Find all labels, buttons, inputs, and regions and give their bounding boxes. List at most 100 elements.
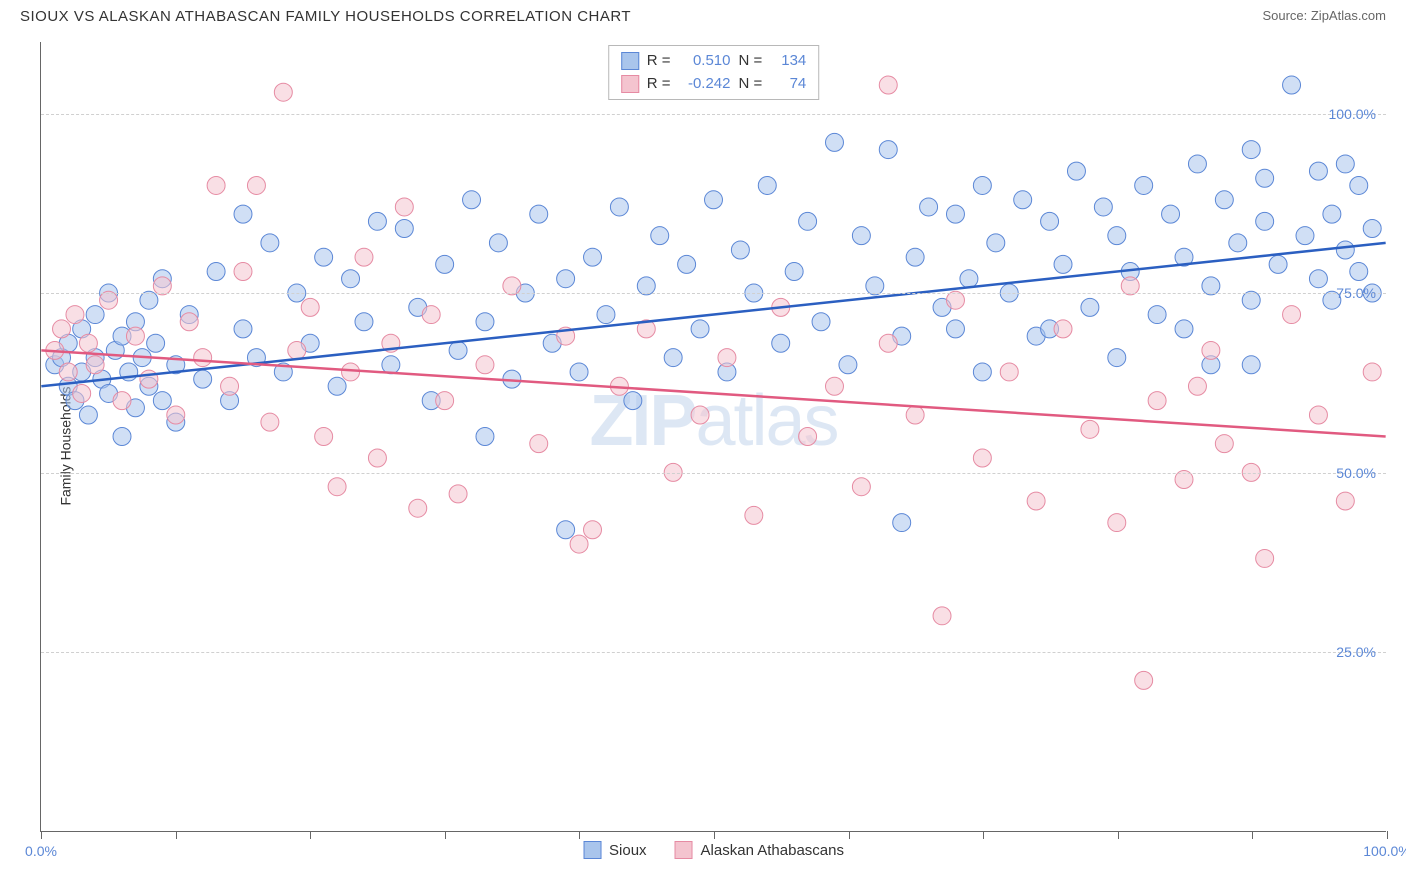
data-point: [301, 298, 319, 316]
data-point: [557, 521, 575, 539]
data-point: [1350, 263, 1368, 281]
scatter-chart: ZIPatlas R =0.510 N =134R =-0.242 N =74 …: [40, 42, 1386, 832]
data-point: [436, 392, 454, 410]
data-point: [395, 198, 413, 216]
x-tick: [176, 831, 177, 839]
data-point: [1108, 349, 1126, 367]
data-point: [1000, 363, 1018, 381]
data-point: [234, 205, 252, 223]
data-point: [355, 313, 373, 331]
data-point: [140, 370, 158, 388]
data-point: [1148, 306, 1166, 324]
data-point: [395, 220, 413, 238]
data-point: [476, 356, 494, 374]
legend-label: Sioux: [609, 842, 647, 859]
data-point: [1215, 191, 1233, 209]
data-point: [1188, 377, 1206, 395]
data-point: [489, 234, 507, 252]
data-point: [772, 334, 790, 352]
data-point: [382, 356, 400, 374]
data-point: [799, 428, 817, 446]
data-point: [113, 428, 131, 446]
data-point: [1283, 76, 1301, 94]
data-point: [1202, 341, 1220, 359]
data-point: [570, 363, 588, 381]
data-point: [1148, 392, 1166, 410]
data-point: [879, 141, 897, 159]
data-point: [288, 341, 306, 359]
data-point: [852, 478, 870, 496]
data-point: [785, 263, 803, 281]
data-point: [933, 607, 951, 625]
data-point: [597, 306, 615, 324]
data-point: [1323, 205, 1341, 223]
data-point: [651, 227, 669, 245]
x-tick: [714, 831, 715, 839]
data-point: [73, 384, 91, 402]
data-point: [1309, 270, 1327, 288]
data-point: [799, 212, 817, 230]
data-point: [86, 306, 104, 324]
bottom-legend: Sioux Alaskan Athabascans: [583, 841, 844, 859]
data-point: [436, 255, 454, 273]
data-point: [691, 406, 709, 424]
y-tick-label: 100.0%: [1329, 106, 1376, 122]
data-point: [906, 406, 924, 424]
data-point: [906, 248, 924, 266]
y-tick-label: 25.0%: [1336, 644, 1376, 660]
data-point: [610, 198, 628, 216]
data-point: [691, 320, 709, 338]
data-point: [825, 133, 843, 151]
data-point: [973, 363, 991, 381]
data-point: [180, 313, 198, 331]
data-point: [194, 349, 212, 367]
data-point: [1094, 198, 1112, 216]
data-point: [664, 349, 682, 367]
source-attribution: Source: ZipAtlas.com: [1262, 8, 1386, 23]
data-point: [584, 248, 602, 266]
data-point: [825, 377, 843, 395]
x-tick-label: 0.0%: [25, 843, 57, 859]
data-point: [973, 176, 991, 194]
data-point: [1256, 549, 1274, 567]
data-point: [79, 406, 97, 424]
data-point: [530, 205, 548, 223]
data-point: [1336, 155, 1354, 173]
data-point: [1014, 191, 1032, 209]
data-point: [1350, 176, 1368, 194]
x-tick: [1252, 831, 1253, 839]
data-point: [1336, 241, 1354, 259]
data-point: [1067, 162, 1085, 180]
data-point: [1242, 141, 1260, 159]
data-point: [1283, 306, 1301, 324]
data-point: [1269, 255, 1287, 273]
data-point: [1188, 155, 1206, 173]
data-point: [167, 406, 185, 424]
data-point: [718, 349, 736, 367]
data-point: [1309, 162, 1327, 180]
y-tick-label: 75.0%: [1336, 285, 1376, 301]
legend-swatch: [675, 841, 693, 859]
source-prefix: Source:: [1262, 8, 1310, 23]
data-point: [1041, 212, 1059, 230]
data-point: [1336, 492, 1354, 510]
data-point: [153, 392, 171, 410]
data-point: [234, 263, 252, 281]
data-point: [1081, 298, 1099, 316]
data-point: [221, 377, 239, 395]
x-tick: [1387, 831, 1388, 839]
data-point: [866, 277, 884, 295]
legend-label: Alaskan Athabascans: [701, 842, 844, 859]
data-point: [731, 241, 749, 259]
x-tick: [310, 831, 311, 839]
data-point: [946, 205, 964, 223]
data-point: [476, 428, 494, 446]
chart-title: SIOUX VS ALASKAN ATHABASCAN FAMILY HOUSE…: [20, 8, 631, 25]
data-point: [261, 234, 279, 252]
data-point: [879, 334, 897, 352]
data-point: [1162, 205, 1180, 223]
data-point: [315, 248, 333, 266]
source-link[interactable]: ZipAtlas.com: [1311, 8, 1386, 23]
data-point: [705, 191, 723, 209]
data-point: [476, 313, 494, 331]
